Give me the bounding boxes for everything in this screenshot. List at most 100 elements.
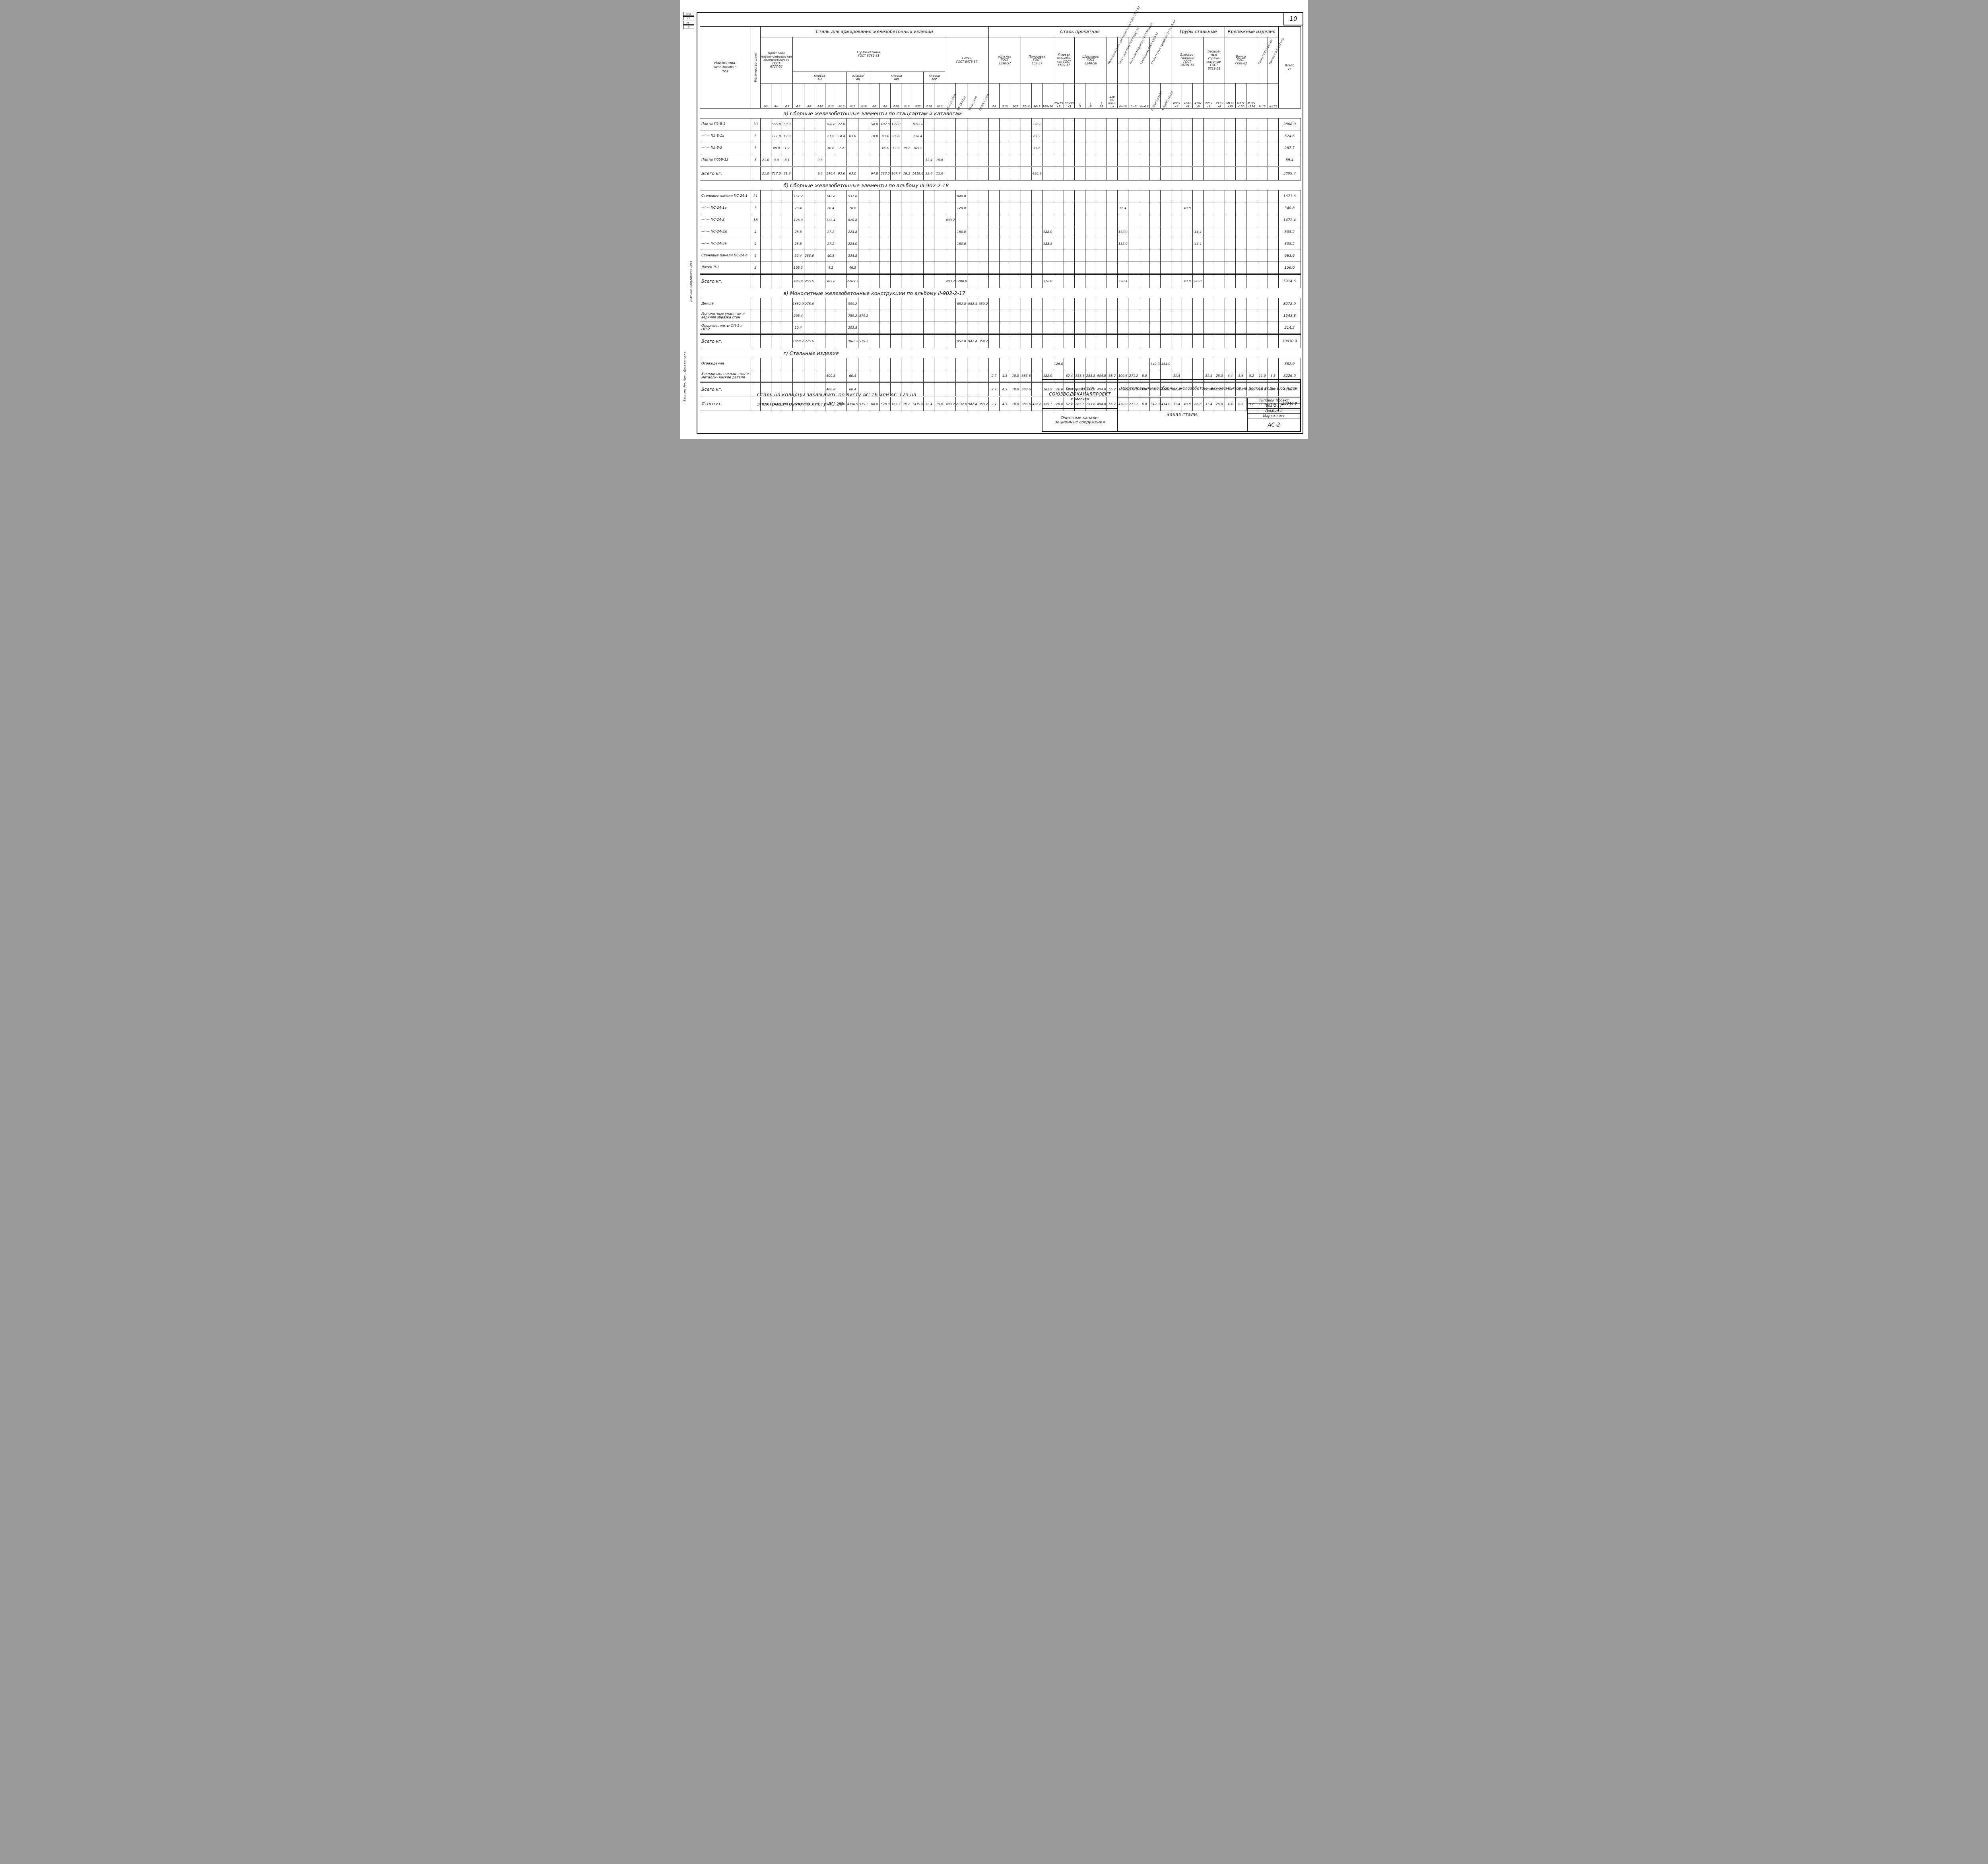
sheet-title: Заказ стали. xyxy=(1166,412,1199,417)
cell-a1f10 xyxy=(814,322,826,334)
cell-l08: 6.0 xyxy=(1139,370,1150,382)
row-qty: 4 xyxy=(750,226,761,238)
header-total-kg: Всего кг xyxy=(1278,26,1301,109)
cell-d12 xyxy=(1267,322,1279,334)
cell-a1f6 xyxy=(792,382,804,397)
cell-p70 xyxy=(1020,322,1032,334)
row-label: Монолитные участ- ки и верхняя обвязка с… xyxy=(700,310,751,322)
cell-w3 xyxy=(760,238,771,250)
cell-a4f12 xyxy=(934,142,945,154)
cell-a1f6: 105.3 xyxy=(792,262,804,274)
cell-t480 xyxy=(1182,298,1193,310)
row-total: 10030.9 xyxy=(1278,334,1301,348)
header-size-b150: М12х х150 xyxy=(1246,83,1257,109)
cell-w4 xyxy=(771,382,782,397)
cell-r23: 18.0 xyxy=(1010,370,1021,382)
row-total: 3809.7 xyxy=(1278,166,1301,180)
cell-a1f10 xyxy=(814,130,826,142)
cell-s2: 160.0 xyxy=(955,238,968,250)
cell-t426 xyxy=(1192,154,1204,167)
cell-a4f12 xyxy=(934,322,945,334)
cell-gn1: 342.0 xyxy=(1149,396,1161,411)
cell-a3f8: 45.6 xyxy=(879,142,891,154)
cell-b30 xyxy=(1224,154,1236,167)
cell-l10 xyxy=(1117,262,1129,274)
row-qty: 18 xyxy=(750,214,761,226)
cell-p70 xyxy=(1020,166,1032,180)
cell-a4f10: 32.4 xyxy=(923,166,935,180)
cell-s4: 359.2 xyxy=(978,334,989,348)
cell-w4 xyxy=(771,202,782,214)
cell-r9 xyxy=(988,322,1000,334)
cell-p70 xyxy=(1020,273,1032,288)
cell-a2f12: 63.0 xyxy=(846,166,859,180)
cell-l10: 132.0 xyxy=(1117,238,1129,250)
cell-a2f12: 60.4 xyxy=(846,382,859,397)
cell-t219: 25.0 xyxy=(1213,396,1225,411)
row-total: 340.8 xyxy=(1278,202,1301,214)
row-label: Всего кг. xyxy=(700,334,751,348)
cell-a3f8 xyxy=(879,298,891,310)
header-size-r10: Ф10 xyxy=(999,83,1011,109)
cell-t480: 43.8 xyxy=(1182,396,1193,411)
cell-s1 xyxy=(945,142,956,154)
cell-t426: 88.8 xyxy=(1192,273,1204,288)
cell-a4f12 xyxy=(934,118,945,130)
cell-gn1 xyxy=(1149,298,1161,310)
cell-a1f10: 9.3 xyxy=(814,166,826,180)
cell-s1 xyxy=(945,298,956,310)
cell-b150 xyxy=(1246,142,1257,154)
cell-r23 xyxy=(1010,202,1021,214)
cell-a1f16 xyxy=(836,238,847,250)
cell-a3f6 xyxy=(869,273,880,288)
cell-c5: 885.6 xyxy=(1074,382,1086,397)
cell-b120 xyxy=(1235,310,1246,322)
cell-a3f8 xyxy=(879,202,891,214)
row-total: 156.0 xyxy=(1278,262,1301,274)
cell-a3f8 xyxy=(879,226,891,238)
marka-value: АС-2 xyxy=(1268,422,1280,428)
row-label: Днище xyxy=(700,298,751,310)
cell-p100 xyxy=(1042,118,1054,130)
cell-c5 xyxy=(1074,238,1086,250)
cell-t480: 43.8 xyxy=(1182,202,1193,214)
cell-a3f6 xyxy=(869,190,880,202)
cell-s1 xyxy=(945,118,956,130)
cell-t426 xyxy=(1192,166,1204,180)
cell-n12 xyxy=(1256,214,1268,226)
cell-u50 xyxy=(1064,226,1075,238)
cell-l3 xyxy=(1128,214,1140,226)
cell-u25 xyxy=(1053,142,1064,154)
cell-gn2 xyxy=(1160,118,1172,130)
cell-c5: 885.6 xyxy=(1074,370,1086,382)
cell-a3f6: 10.8 xyxy=(869,130,880,142)
cell-b150: 5.2 xyxy=(1246,370,1257,382)
cell-gn2 xyxy=(1160,298,1172,310)
header-size-c5: [ 5 xyxy=(1074,83,1086,109)
cell-w4 xyxy=(771,190,782,202)
cell-s2 xyxy=(955,118,968,130)
cell-s1 xyxy=(945,202,956,214)
cell-a1f12: 27.2 xyxy=(825,238,837,250)
cell-a1f16: 72.0 xyxy=(836,118,847,130)
cell-s1 xyxy=(945,250,956,262)
cell-l08 xyxy=(1139,142,1150,154)
cell-t426 xyxy=(1192,262,1204,274)
cell-b30 xyxy=(1224,310,1236,322)
header-size-c18: [ 18 xyxy=(1096,83,1107,109)
cell-s4 xyxy=(978,370,989,382)
cell-t480 xyxy=(1182,226,1193,238)
header-size-p80: 80х3 xyxy=(1031,83,1043,109)
cell-gn2: 414.0 xyxy=(1160,396,1172,411)
cell-a1f12: 10.8 xyxy=(825,142,837,154)
cell-a3f16 xyxy=(901,226,912,238)
cell-gn1 xyxy=(1149,273,1161,288)
cell-t480 xyxy=(1182,142,1193,154)
cell-r10 xyxy=(999,154,1011,167)
cell-s4: 359.2 xyxy=(978,298,989,310)
cell-a2f18 xyxy=(858,154,870,167)
header-size-r9: Ф9 xyxy=(988,83,1000,109)
cell-p80 xyxy=(1031,370,1043,382)
cell-d12 xyxy=(1267,154,1279,167)
cell-a3f8: 528.0 xyxy=(879,396,891,411)
